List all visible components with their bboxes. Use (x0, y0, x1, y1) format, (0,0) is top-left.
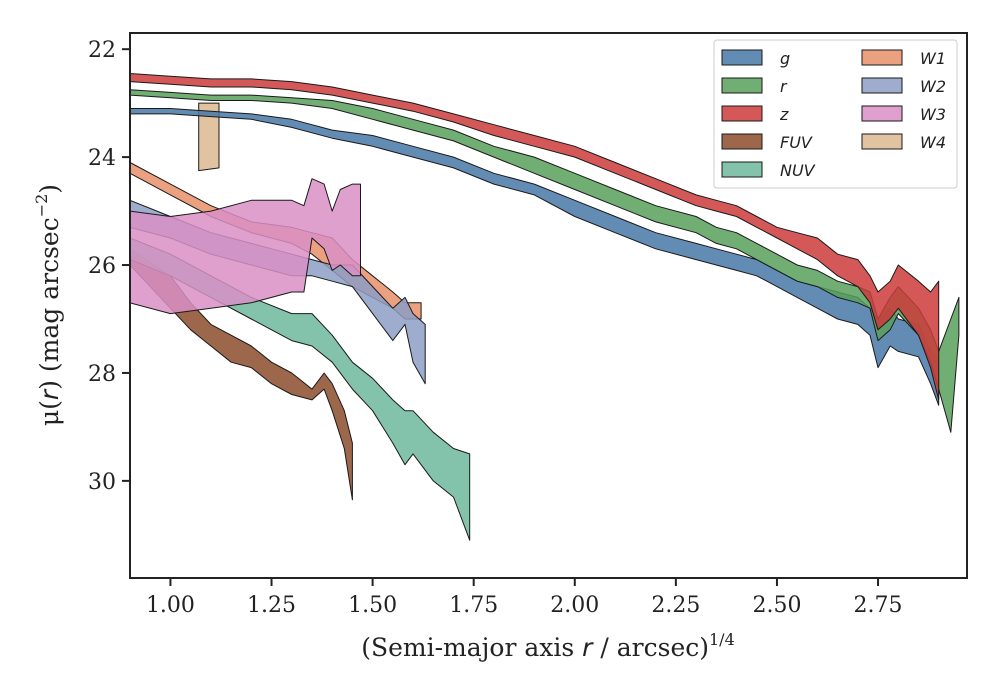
legend-swatch-nuv (721, 161, 763, 178)
band-r (130, 89, 960, 433)
legend-swatch-w3 (861, 105, 903, 122)
band-z (130, 73, 940, 401)
x-tick-label: 2.50 (752, 593, 801, 618)
legend-label-w4: W4 (920, 133, 946, 152)
y-axis-title-sup: −2 (32, 194, 51, 218)
legend-swatch-z (721, 105, 763, 122)
legend-label-z: z (779, 105, 789, 124)
x-tick-label: 1.00 (146, 593, 195, 618)
x-tick-label: 1.75 (449, 593, 498, 618)
y-tick-label: 24 (88, 146, 116, 171)
legend-label-w3: W3 (920, 105, 946, 124)
legend-swatch-w2 (861, 77, 903, 94)
legend-swatch-fuv (721, 133, 763, 150)
plot-frame (129, 32, 968, 579)
band-w4 (198, 102, 220, 172)
y-tick-label: 30 (88, 470, 116, 495)
y-axis-ticks: 22 24 26 28 30 (88, 38, 130, 495)
legend-label-r: r (780, 77, 788, 96)
y-axis-title-mid: ) (mag arcsec (35, 217, 64, 390)
legend-swatch-w1 (861, 49, 903, 66)
x-axis-ticks: 1.00 1.25 1.50 1.75 2.00 2.25 2.50 2.75 (146, 578, 903, 618)
legend-swatch-g (721, 49, 763, 66)
y-axis-title: μ(r) (mag arcsec−2) (32, 184, 64, 426)
legend-label-w2: W2 (920, 77, 946, 96)
x-axis-title-sup: 1/4 (709, 630, 735, 649)
x-axis-title-mid: / arcsec) (592, 633, 709, 662)
x-tick-label: 1.50 (348, 593, 397, 618)
x-axis-title-main: (Semi-major axis (361, 633, 582, 662)
y-axis-title-var: r (35, 388, 64, 400)
y-tick-label: 28 (88, 362, 116, 387)
legend-label-w1: W1 (920, 49, 946, 68)
x-tick-label: 2.00 (550, 593, 599, 618)
y-axis-title-main: μ( (35, 400, 64, 426)
band-w3 (130, 178, 361, 315)
x-tick-label: 1.25 (247, 593, 296, 618)
legend-label-g: g (780, 49, 790, 68)
legend-label-fuv: FUV (780, 133, 813, 152)
x-axis-title: (Semi-major axis r / arcsec)1/4 (361, 630, 735, 662)
band-g (130, 108, 940, 406)
legend-label-nuv: NUV (780, 161, 816, 180)
x-tick-label: 2.75 (854, 593, 903, 618)
legend-box (713, 39, 958, 189)
y-tick-label: 26 (88, 254, 116, 279)
y-tick-label: 22 (88, 38, 116, 63)
x-axis-title-var: r (582, 633, 594, 662)
y-axis-title-end: ) (35, 184, 64, 194)
legend: grz FUV NUV W1 W2 W3 W4 (713, 39, 958, 189)
legend-swatch-r (721, 77, 763, 94)
x-tick-label: 2.25 (651, 593, 700, 618)
profile-bands (130, 73, 960, 541)
legend-swatch-w4 (861, 133, 903, 150)
